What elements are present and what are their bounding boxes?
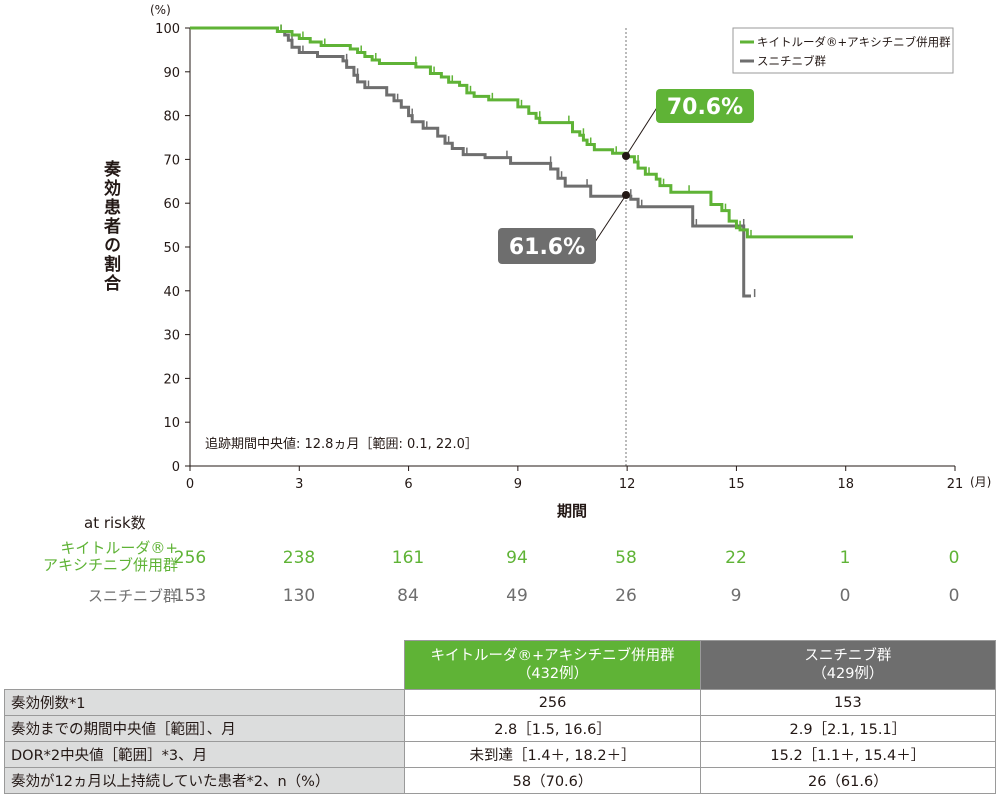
y-tick-label: 20 [163, 372, 180, 387]
y-axis-label: 奏効患者の割合 [100, 159, 122, 293]
x-axis: 0 3 6 9 12 15 18 21 [186, 466, 963, 492]
y-tick-label: 80 [163, 110, 180, 125]
at-risk-value: 153 [173, 586, 207, 606]
at-risk-value: 0 [839, 586, 851, 606]
at-risk-label-green: キイトルーダ®+ アキシチニブ併用群 [43, 540, 178, 574]
at-risk-value: 1 [839, 548, 851, 568]
x-tick-label: 18 [837, 477, 854, 492]
callout-green-leader [625, 105, 659, 157]
callout-gray: 61.6% [498, 194, 627, 264]
table-cell-combo: 58（70.6） [404, 767, 701, 794]
series-line-sunitinib [190, 26, 751, 298]
callout-gray-label: 61.6% [509, 235, 585, 260]
table-header-combo-n: （432例） [516, 666, 589, 682]
x-tick-label: 12 [619, 477, 636, 492]
table-cell-combo: 未到達［1.4＋, 18.2＋］ [404, 741, 701, 768]
table-header-sunitinib: スニチニブ群 （429例） [699, 640, 997, 690]
highlight-point-green [622, 152, 630, 160]
callout-gray-leader [592, 194, 627, 246]
y-unit-label: (%) [150, 3, 171, 17]
x-unit-label: (月) [970, 475, 991, 489]
callout-green: 70.6% [625, 89, 754, 157]
at-risk-label-green-line1: キイトルーダ®+ [60, 539, 178, 557]
table-cell-sunitinib: 2.9［2.1, 15.1］ [699, 715, 997, 742]
at-risk-value: 84 [397, 586, 419, 606]
table-cell-combo: 256 [404, 689, 701, 716]
at-risk-value: 161 [391, 548, 425, 568]
series-line-combination [190, 26, 853, 239]
callout-green-label: 70.6% [667, 95, 743, 120]
table-row: 奏効が12ヵ月以上持続していた患者*2、n（%） 58（70.6） 26（61.… [3, 767, 997, 794]
x-tick-label: 15 [728, 477, 745, 492]
table-row-label: 奏効までの期間中央値［範囲］、月 [3, 715, 406, 742]
legend-label-gray: スニチニブ群 [757, 54, 826, 68]
y-tick-label: 10 [163, 416, 180, 431]
response-summary-table: キイトルーダ®+アキシチニブ併用群 （432例） スニチニブ群 （429例） 奏… [3, 640, 997, 794]
highlight-point-gray [622, 191, 630, 199]
callout-green-box [656, 89, 754, 123]
at-risk-value: 130 [282, 586, 316, 606]
at-risk-value: 26 [615, 586, 637, 606]
y-tick-label: 40 [163, 285, 180, 300]
at-risk-value: 0 [948, 548, 960, 568]
legend-label-green: キイトルーダ®+アキシチニブ併用群 [757, 35, 951, 49]
table-header-combo: キイトルーダ®+アキシチニブ併用群 （432例） [404, 640, 701, 690]
follow-up-annotation: 追跡期間中央値: 12.8ヵ月［範囲: 0.1, 22.0］ [205, 436, 478, 452]
y-tick-label: 0 [172, 460, 180, 475]
table-row-label: DOR*2中央値［範囲］*3、月 [3, 741, 406, 768]
x-tick-label: 3 [295, 477, 303, 492]
at-risk-value: 256 [173, 548, 207, 568]
at-risk-value: 94 [506, 548, 528, 568]
legend-box [732, 27, 954, 74]
x-tick-label: 0 [186, 477, 194, 492]
at-risk-value: 0 [948, 586, 960, 606]
table-cell-combo: 2.8［1.5, 16.6］ [404, 715, 701, 742]
at-risk-label-gray: スニチニブ群 [87, 587, 178, 605]
table-header-row: キイトルーダ®+アキシチニブ併用群 （432例） スニチニブ群 （429例） [4, 640, 997, 690]
y-tick-label: 70 [163, 153, 180, 168]
km-chart: (%) 奏効患者の割合 0 10 20 30 40 50 60 70 80 90 100 0 3 6 9 1… [100, 3, 991, 520]
table-header-combo-name: キイトルーダ®+アキシチニブ併用群 [430, 648, 675, 664]
legend: キイトルーダ®+アキシチニブ併用群 スニチニブ群 [732, 27, 954, 74]
table-header-sunitinib-name: スニチニブ群 [804, 648, 892, 664]
at-risk-value: 22 [725, 548, 747, 568]
y-tick-label: 90 [163, 66, 180, 81]
table-row: 奏効例数*1 256 153 [3, 689, 997, 716]
at-risk-row-green: キイトルーダ®+ アキシチニブ併用群 256 238 161 94 58 22 … [0, 540, 1000, 580]
table-header-sunitinib-n: （429例） [812, 666, 884, 682]
table-cell-sunitinib: 153 [699, 689, 997, 716]
x-tick-label: 21 [947, 477, 964, 492]
at-risk-row-gray: スニチニブ群 153 130 84 49 26 9 0 0 [0, 586, 1000, 626]
at-risk-label-green-line2: アキシチニブ併用群 [42, 556, 178, 574]
at-risk-value: 238 [282, 548, 316, 568]
y-tick-label: 30 [163, 329, 180, 344]
y-axis: 0 10 20 30 40 50 60 70 80 90 100 [155, 22, 190, 475]
table-cell-sunitinib: 26（61.6） [699, 767, 997, 794]
table-row-label: 奏効例数*1 [3, 689, 406, 716]
x-tick-label: 6 [404, 477, 412, 492]
y-tick-label: 100 [155, 22, 180, 37]
table-row-label: 奏効が12ヵ月以上持続していた患者*2、n（%） [3, 767, 406, 794]
table-cell-sunitinib: 15.2［1.1＋, 15.4＋］ [699, 741, 997, 768]
y-tick-label: 50 [163, 241, 180, 256]
at-risk-title: at risk数 [84, 514, 146, 532]
at-risk-value: 49 [506, 586, 528, 606]
x-tick-label: 9 [514, 477, 522, 492]
at-risk-value: 58 [615, 548, 637, 568]
x-axis-label: 期間 [557, 502, 587, 520]
table-row: DOR*2中央値［範囲］*3、月 未到達［1.4＋, 18.2＋］ 15.2［1… [3, 741, 997, 768]
table-row: 奏効までの期間中央値［範囲］、月 2.8［1.5, 16.6］ 2.9［2.1,… [3, 715, 997, 742]
y-tick-label: 60 [163, 197, 180, 212]
table-header-empty [4, 640, 406, 690]
callout-gray-box [498, 228, 596, 264]
at-risk-value: 9 [730, 586, 742, 606]
